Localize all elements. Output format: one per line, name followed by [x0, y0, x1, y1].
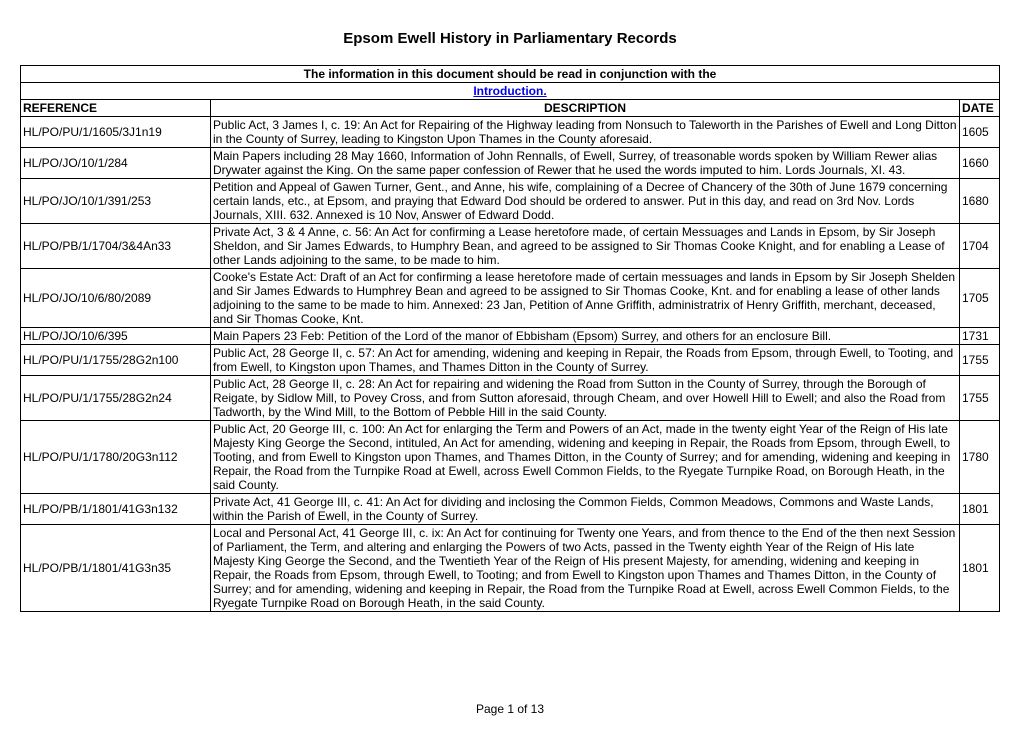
introduction-link[interactable]: Introduction.: [473, 84, 546, 98]
cell-date: 1704: [959, 224, 999, 269]
cell-reference: HL/PO/PB/1/1801/41G3n35: [21, 525, 211, 612]
cell-description: Main Papers 23 Feb: Petition of the Lord…: [211, 328, 960, 345]
banner-text: The information in this document should …: [21, 66, 1000, 83]
cell-reference: HL/PO/PU/1/1780/20G3n112: [21, 421, 211, 494]
cell-description: Local and Personal Act, 41 George III, c…: [211, 525, 960, 612]
cell-reference: HL/PO/PB/1/1801/41G3n132: [21, 494, 211, 525]
cell-description: Public Act, 28 George II, c. 57: An Act …: [211, 345, 960, 376]
table-row: HL/PO/PU/1/1755/28G2n100 Public Act, 28 …: [21, 345, 1000, 376]
cell-date: 1780: [959, 421, 999, 494]
intro-link-cell: Introduction.: [21, 83, 1000, 100]
records-table: The information in this document should …: [20, 65, 1000, 612]
table-row: HL/PO/PB/1/1801/41G3n132 Private Act, 41…: [21, 494, 1000, 525]
cell-reference: HL/PO/PB/1/1704/3&4An33: [21, 224, 211, 269]
col-header-description: DESCRIPTION: [211, 100, 960, 117]
cell-reference: HL/PO/PU/1/1755/28G2n24: [21, 376, 211, 421]
cell-date: 1801: [959, 525, 999, 612]
intro-link-row: Introduction.: [21, 83, 1000, 100]
table-row: HL/PO/JO/10/6/395 Main Papers 23 Feb: Pe…: [21, 328, 1000, 345]
cell-date: 1660: [959, 148, 999, 179]
cell-description: Private Act, 41 George III, c. 41: An Ac…: [211, 494, 960, 525]
cell-description: Cooke's Estate Act: Draft of an Act for …: [211, 269, 960, 328]
cell-reference: HL/PO/JO/10/1/391/253: [21, 179, 211, 224]
table-row: HL/PO/PB/1/1704/3&4An33 Private Act, 3 &…: [21, 224, 1000, 269]
cell-date: 1605: [959, 117, 999, 148]
cell-reference: HL/PO/JO/10/6/80/2089: [21, 269, 211, 328]
banner-row: The information in this document should …: [21, 66, 1000, 83]
column-header-row: REFERENCE DESCRIPTION DATE: [21, 100, 1000, 117]
cell-reference: HL/PO/PU/1/1755/28G2n100: [21, 345, 211, 376]
cell-date: 1755: [959, 376, 999, 421]
cell-reference: HL/PO/PU/1/1605/3J1n19: [21, 117, 211, 148]
cell-description: Petition and Appeal of Gawen Turner, Gen…: [211, 179, 960, 224]
table-row: HL/PO/PU/1/1605/3J1n19 Public Act, 3 Jam…: [21, 117, 1000, 148]
cell-description: Private Act, 3 & 4 Anne, c. 56: An Act f…: [211, 224, 960, 269]
table-row: HL/PO/JO/10/6/80/2089 Cooke's Estate Act…: [21, 269, 1000, 328]
cell-description: Main Papers including 28 May 1660, Infor…: [211, 148, 960, 179]
cell-date: 1705: [959, 269, 999, 328]
table-row: HL/PO/JO/10/1/391/253 Petition and Appea…: [21, 179, 1000, 224]
page-title: Epsom Ewell History in Parliamentary Rec…: [20, 30, 1000, 47]
cell-date: 1680: [959, 179, 999, 224]
cell-description: Public Act, 20 George III, c. 100: An Ac…: [211, 421, 960, 494]
cell-date: 1801: [959, 494, 999, 525]
table-row: HL/PO/PU/1/1755/28G2n24 Public Act, 28 G…: [21, 376, 1000, 421]
cell-reference: HL/PO/JO/10/1/284: [21, 148, 211, 179]
table-row: HL/PO/PB/1/1801/41G3n35 Local and Person…: [21, 525, 1000, 612]
table-row: HL/PO/PU/1/1780/20G3n112 Public Act, 20 …: [21, 421, 1000, 494]
page-footer: Page 1 of 13: [20, 702, 1000, 716]
cell-date: 1731: [959, 328, 999, 345]
cell-date: 1755: [959, 345, 999, 376]
cell-reference: HL/PO/JO/10/6/395: [21, 328, 211, 345]
cell-description: Public Act, 28 George II, c. 28: An Act …: [211, 376, 960, 421]
cell-description: Public Act, 3 James I, c. 19: An Act for…: [211, 117, 960, 148]
col-header-date: DATE: [959, 100, 999, 117]
col-header-reference: REFERENCE: [21, 100, 211, 117]
table-row: HL/PO/JO/10/1/284 Main Papers including …: [21, 148, 1000, 179]
